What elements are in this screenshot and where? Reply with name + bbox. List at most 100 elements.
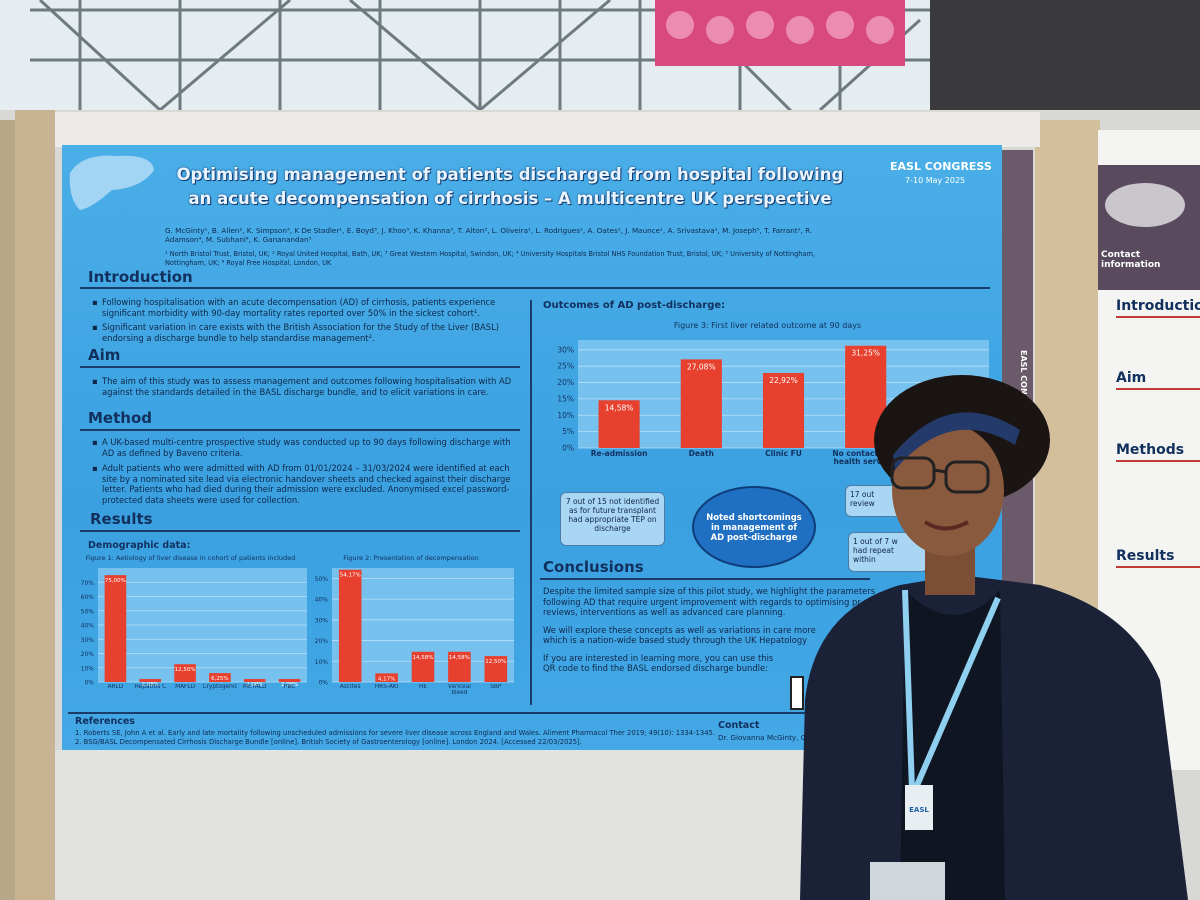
x-label-box: Cryptogenic (203, 684, 238, 690)
value-label: 12,50% (485, 659, 506, 665)
subheading: Outcomes of AD post-discharge: (543, 300, 726, 311)
reference: 1. Roberts SE, John A et al. Early and l… (75, 729, 716, 737)
bullet: A UK-based multi-centre prospective stud… (92, 437, 517, 458)
divider (530, 300, 532, 705)
y-tick-label: 30% (557, 345, 574, 354)
contact: Dr. Giovanna McGinty, Ge (718, 733, 811, 742)
y-tick-label: 25% (557, 362, 574, 371)
bar (448, 651, 471, 682)
y-tick-label: 40% (81, 623, 95, 630)
x-label-box: Variceal bleed (447, 684, 471, 697)
value-label: 12,50% (175, 667, 196, 673)
side-strip: EASL CONGRESS (1019, 350, 1028, 425)
authors: G. McGinty¹, B. Allen², K. Simpson³, K D… (165, 226, 813, 244)
y-tick-label: 10% (315, 659, 329, 666)
rule (68, 712, 993, 714)
value-label: 6,25% (211, 676, 228, 682)
bar (243, 679, 266, 682)
x-tick-label: HRS-AKI (374, 684, 399, 690)
section-heading: Results (90, 510, 153, 528)
chart: Figure 1: Aetiology of liver disease in … (81, 554, 307, 690)
y-tick-label: 5% (562, 427, 574, 436)
rule (80, 429, 520, 431)
callout-line: within (853, 555, 876, 564)
reference: 2. BSG/BASL Decompensated Cirrhosis Disc… (75, 738, 582, 746)
y-tick-label: 60% (81, 594, 95, 601)
x-label-box: Clinic FU (765, 450, 802, 458)
y-tick-label: 0% (562, 444, 574, 453)
y-tick-label: 20% (557, 378, 574, 387)
x-tick-label: Ascites (339, 684, 361, 690)
value-label: 4,17% (378, 676, 395, 682)
conclusions: Despite the limited sample size of this … (543, 586, 883, 674)
value-label: 27,08% (687, 362, 716, 371)
line: reviews, interventions as well as advanc… (543, 607, 786, 617)
y-tick-label: 50% (315, 576, 329, 583)
callout-line: had repeat (853, 546, 894, 555)
value-label: 54,17% (340, 573, 361, 579)
callout: 7 out of 15 not identified as for future… (560, 492, 665, 546)
bar (278, 679, 301, 682)
y-tick-label: 0% (84, 680, 94, 687)
callout-line: 1 out of 7 w (853, 537, 898, 546)
side-heading: Aim (1116, 370, 1200, 390)
section-heading: Aim (88, 346, 121, 364)
x-label-box: PBC (284, 684, 295, 690)
value-label: 14,58% (413, 655, 434, 661)
y-tick-label: 10% (81, 665, 95, 672)
x-label-box: Hepatitis C (134, 684, 167, 690)
x-label-box: Re-admission (591, 450, 648, 458)
y-tick-label: 20% (315, 638, 329, 645)
y-tick-label: 50% (81, 608, 95, 615)
chart: Figure 2: Presentation of decompensation… (315, 554, 514, 697)
chart-title: Figure 1: Aetiology of liver disease in … (86, 554, 296, 562)
congress: EASL CONGRESS (890, 160, 992, 173)
x-tick-label: Variceal bleed (447, 684, 471, 697)
contact-heading: Contact (718, 720, 760, 731)
x-tick-label: Clinic FU (765, 450, 802, 458)
line: Despite the limited sample size of this … (543, 586, 876, 596)
line: following AD that require urgent improve… (543, 596, 861, 607)
bar (680, 359, 722, 448)
side-heading: Methods (1116, 442, 1200, 462)
callout-center: Noted shortcomings in management of AD p… (692, 486, 816, 568)
x-label-box: Ascites (339, 684, 361, 690)
x-label-box: MAFLD (175, 684, 196, 690)
y-tick-label: 30% (315, 617, 329, 624)
subheading: Demographic data: (88, 540, 191, 551)
chart-title: Figure 2: Presentation of decompensation (343, 554, 479, 562)
y-tick-label: 30% (81, 637, 95, 644)
y-tick-label: 70% (81, 580, 95, 587)
value-label: 75,00% (105, 578, 126, 584)
bar (375, 673, 398, 682)
line: which is a nation-wide based study throu… (543, 635, 808, 645)
x-label-box: HE (419, 684, 427, 690)
bar (104, 575, 127, 682)
bullet: Adult patients who were admitted with AD… (92, 463, 517, 505)
x-tick-label: Death (688, 450, 714, 458)
line: QR code to find the BASL endorsed discha… (543, 663, 768, 673)
affiliations: ¹ North Bristol Trust, Bristol, UK; ² Ro… (165, 250, 815, 267)
x-tick-label: MAFLD (175, 684, 196, 690)
x-label-box: HRS-AKI (374, 684, 399, 690)
x-label-box: SBP (490, 684, 501, 690)
callout-line: 17 out (850, 490, 875, 499)
poster-title-line: an acute decompensation of cirrhosis – A… (188, 189, 832, 208)
x-tick-label: No contact with health services (832, 450, 900, 467)
callout-line: review (850, 499, 875, 508)
x-tick-label: Hepatitis C (134, 684, 167, 690)
x-label-box: ARLD (108, 684, 124, 690)
bar (338, 569, 362, 682)
references-heading: References (75, 716, 135, 727)
bar (598, 400, 640, 448)
value-label: 14,58% (605, 403, 634, 412)
bar (762, 372, 805, 448)
value-label: 2,08% (281, 682, 298, 688)
section-heading: Conclusions (543, 558, 644, 576)
bar (174, 664, 196, 682)
bar (209, 673, 231, 682)
qr-code (790, 676, 804, 710)
x-label-box: Death (688, 450, 714, 458)
bar (411, 651, 435, 682)
